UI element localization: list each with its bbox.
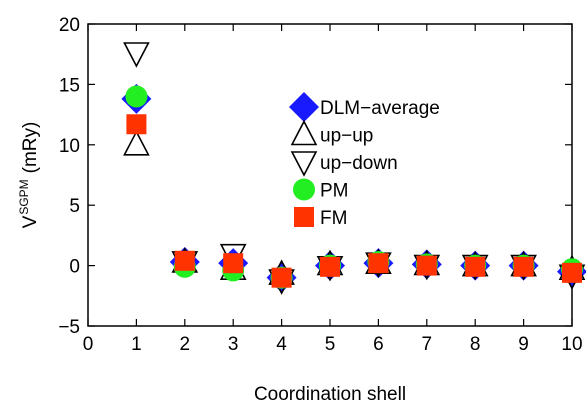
data-point-square [174, 250, 195, 271]
y-tick-label: 10 [59, 136, 80, 157]
y-tick-label: 20 [59, 15, 80, 36]
x-tick-label: 8 [470, 334, 481, 355]
legend-label: FM [320, 208, 347, 229]
x-tick-label: 7 [422, 334, 433, 355]
y-tick-label: 0 [69, 257, 80, 278]
legend-label: DLM−average [320, 98, 440, 119]
x-tick-label: 1 [131, 334, 142, 355]
x-tick-label: 2 [180, 334, 191, 355]
x-tick-labels: 0 1 2 3 4 5 6 7 8 9 10 [83, 334, 583, 355]
y-tick-label: 5 [69, 196, 80, 217]
y-tick-label: 15 [59, 75, 80, 96]
x-axis-title: Coordination shell [254, 384, 406, 405]
legend-label: PM [320, 181, 349, 202]
x-tick-label: 10 [561, 334, 582, 355]
y-axis-title-superscript: SGPM [17, 179, 31, 214]
legend-label: up−up [320, 126, 373, 147]
y-tick-labels: −5 0 5 10 15 20 [58, 15, 80, 338]
data-point-square [513, 256, 534, 277]
data-point-square [416, 255, 437, 276]
legend-marker-triangle-up [290, 119, 318, 146]
data-point-square [271, 267, 292, 288]
axis-ticks [87, 23, 573, 327]
x-tick-label: 6 [373, 334, 384, 355]
y-axis-title-main: V [20, 215, 41, 228]
y-tick-label: −5 [58, 317, 80, 338]
data-point-square [320, 256, 340, 277]
data-markers [121, 42, 586, 295]
legend-marker-square [294, 207, 314, 227]
data-point-triangle-up [123, 130, 150, 156]
legend-marker-triangle-down [290, 151, 318, 177]
data-point-square [465, 256, 486, 277]
x-tick-label: 9 [518, 334, 529, 355]
data-point-square [126, 114, 147, 135]
data-point-triangle-down [123, 42, 150, 68]
legend: DLM−average up−up up−down PM FM [289, 92, 440, 229]
data-point-square [562, 262, 582, 283]
data-point-square [368, 253, 389, 274]
x-tick-label: 3 [228, 334, 239, 355]
data-point-square [223, 253, 244, 274]
x-tick-label: 4 [276, 334, 287, 355]
y-axis-title: VSGPM (mRy) [17, 122, 41, 229]
y-axis-title-unit: (mRy) [20, 122, 41, 174]
x-tick-label: 0 [83, 334, 94, 355]
data-point-circle [125, 85, 148, 108]
legend-label: up−down [320, 153, 398, 174]
legend-marker-circle [293, 178, 315, 201]
x-tick-label: 5 [325, 334, 336, 355]
legend-marker-diamond [289, 92, 319, 122]
